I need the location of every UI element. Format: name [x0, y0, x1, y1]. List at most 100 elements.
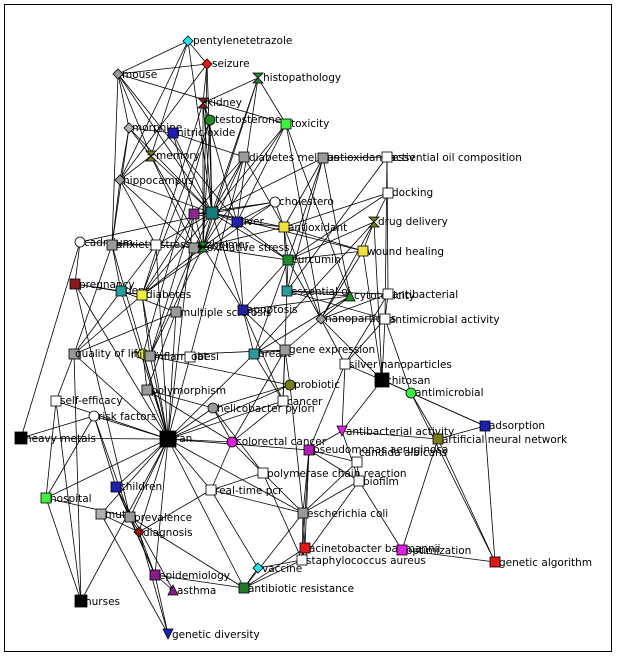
edge [93, 415, 169, 440]
node-nanoparticles[interactable]: nanoparticles [315, 313, 396, 325]
node-antibiotic-resistance[interactable]: antibiotic resistance [238, 582, 354, 595]
node-heavy-metals[interactable]: heavy metals [14, 431, 96, 445]
edge [211, 157, 324, 214]
node-quality-of-life[interactable]: quality of life [68, 348, 144, 360]
node-vaccine[interactable]: vaccine [252, 562, 302, 575]
node-adsorption[interactable]: adsorption [479, 420, 545, 432]
node-self-efficacy[interactable]: self-efficacy [50, 395, 123, 407]
edge [73, 353, 83, 602]
node-kidney[interactable]: kidney [197, 97, 242, 109]
node-toxicity[interactable]: toxicity [280, 118, 329, 130]
node-polymerase-chain-reaction[interactable]: polymerase chain reaction [257, 467, 407, 480]
node-genetic-diversity[interactable]: genetic diversity [162, 628, 260, 641]
node-alzheimer[interactable]: alzheimer [188, 239, 250, 254]
node-marker-square [351, 456, 363, 468]
node-nitric-oxide[interactable]: nitric oxide [167, 127, 235, 139]
edge [142, 353, 169, 440]
node-antibacterial[interactable]: antibacterial [382, 288, 458, 301]
node-acinetobacter-baumannii[interactable]: acinetobacter baumannii [299, 542, 440, 555]
node-marker-circle [405, 387, 417, 399]
node-nurses[interactable]: nurses [74, 594, 120, 608]
edge [202, 226, 285, 249]
node-apoptosis[interactable]: apoptosis [237, 304, 298, 316]
edge [129, 516, 245, 589]
node-curcumin[interactable]: curcumin [282, 254, 341, 266]
node-obesity2[interactable]: obesi [184, 351, 219, 363]
node-marker-triangle-down [162, 628, 174, 640]
node-label: pentylenetetrazole [193, 35, 292, 47]
node-diabetes-mellitus[interactable]: diabetes mellitus [238, 151, 339, 164]
node-antimicrobial[interactable]: antimicrobial [405, 387, 484, 399]
node-staphylococcus-aureus[interactable]: staphylococcus aureus [296, 554, 426, 567]
node-probiotic[interactable]: probiotic [284, 379, 340, 391]
edge [211, 212, 289, 261]
node-obesity[interactable] [188, 208, 200, 220]
node-marker-square [205, 484, 217, 496]
edge [302, 461, 358, 514]
node-marker-square [237, 304, 249, 316]
node-prevalence[interactable]: prevalence [124, 511, 192, 524]
node-pseudomonas-aeruginosa[interactable]: pseudomonas aeruginosa [303, 444, 448, 456]
node-antioxidant[interactable]: antioxidant [278, 221, 347, 234]
node-histopathology[interactable]: histopathology [252, 72, 341, 84]
node-real-time-pcr[interactable]: real-time pcr [205, 484, 283, 497]
node-label: oxidative stress [207, 242, 289, 254]
node-memory[interactable]: memory [145, 150, 200, 162]
edge [236, 221, 245, 311]
node-chitosan[interactable]: chitosan [374, 372, 430, 388]
edge [380, 318, 386, 381]
node-drug-delivery[interactable]: drug delivery [368, 216, 448, 228]
node-children[interactable]: children [110, 481, 162, 493]
node-diagnosis[interactable]: diagnosis [133, 526, 193, 539]
node-seizure[interactable]: seizure [201, 58, 250, 70]
node-hospital[interactable]: hospital [40, 492, 92, 505]
node-hippocampus[interactable]: hippocampus [114, 174, 194, 187]
edge [210, 489, 259, 569]
node-candida-albicans[interactable]: candida albicans [351, 447, 447, 468]
edge [166, 311, 177, 440]
node-label: acinetobacter baumannii [309, 543, 440, 555]
edge [287, 157, 324, 261]
node-asthma[interactable]: asthma [167, 584, 216, 597]
node-multiple-sclerosis[interactable]: multiple sclerosis [170, 306, 271, 319]
node-cholesterol[interactable]: cholestero [269, 196, 334, 208]
node-rat[interactable] [205, 206, 219, 220]
node-genetic-algorithm[interactable]: genetic algorithm [489, 556, 592, 569]
node-risk-factors[interactable]: risk factors [88, 410, 156, 423]
node-label: heavy metals [25, 433, 96, 445]
edge [45, 415, 95, 499]
node-testosterone[interactable]: testosterone [204, 114, 281, 126]
node-marker-square [14, 431, 28, 445]
node-cancer[interactable]: cancer [277, 395, 323, 408]
node-essential-oil-composition[interactable]: essential oil composition [381, 151, 522, 164]
node-biofilm[interactable]: biofilm [353, 475, 399, 488]
node-gene-expression[interactable]: gene expression [279, 344, 375, 356]
node-optimization[interactable]: optimization [396, 544, 471, 557]
node-oxidative-stress[interactable]: oxidative stress [197, 241, 289, 254]
node-helicobacter-pylori[interactable]: helicobacter pylori [207, 402, 315, 415]
node-label: epidemiology [159, 570, 230, 582]
node-stress[interactable]: stress [150, 239, 191, 251]
node-epidemiology[interactable]: epidemiology [149, 569, 230, 582]
edge [55, 400, 169, 440]
node-pentylenetetrazole[interactable]: pentylenetetrazole [182, 35, 292, 47]
edge [210, 472, 264, 491]
node-polymorphism[interactable]: polymorphism [141, 384, 226, 397]
node-essential-oil[interactable]: essential oi [281, 285, 351, 298]
node-antioxidant-activity[interactable]: antioxidant activ [317, 152, 415, 164]
node-liver[interactable]: liver [231, 216, 265, 228]
node-artificial-neural-network[interactable]: artificial neural network [432, 433, 568, 446]
node-anxiety[interactable]: anxiety [106, 239, 155, 251]
node-escherichia-coli[interactable]: escherichia coli [297, 507, 388, 520]
node-label: genetic algorithm [499, 557, 592, 569]
edge [410, 392, 496, 563]
edge [286, 290, 351, 298]
node-silver-nanoparticles[interactable]: silver nanoparticles [339, 358, 452, 371]
node-antibacterial-activity[interactable]: antibacterial activity [336, 425, 454, 438]
node-iran[interactable]: iran [159, 430, 192, 448]
node-diabetes[interactable]: diabetes [136, 289, 191, 301]
node-wound-healing[interactable]: wound healing [357, 245, 444, 258]
node-docking[interactable]: docking [382, 187, 433, 199]
node-mouse[interactable]: mouse [112, 68, 157, 81]
node-antimicrobial-activity[interactable]: antimicrobial activity [379, 313, 500, 326]
